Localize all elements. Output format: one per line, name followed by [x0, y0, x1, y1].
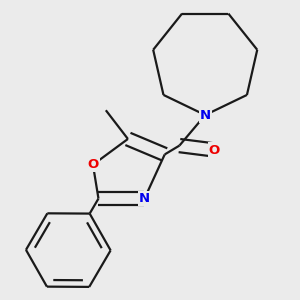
Text: N: N — [200, 109, 211, 122]
Text: N: N — [139, 192, 150, 205]
Text: O: O — [209, 143, 220, 157]
Text: O: O — [87, 158, 99, 171]
